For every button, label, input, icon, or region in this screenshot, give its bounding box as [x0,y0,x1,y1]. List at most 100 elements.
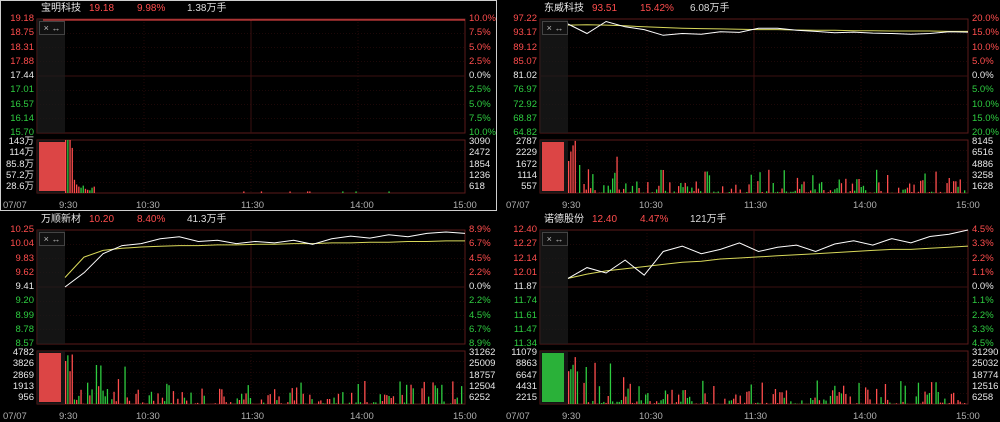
price-axis-label: 17.01 [10,84,34,96]
panel-controls[interactable]: × ↔ [39,21,65,35]
expand-arrows-icon[interactable]: ↔ [48,23,61,33]
volume-bar [67,140,69,193]
time-axis-label: 10:30 [136,200,160,211]
volume-bar [128,400,131,404]
volume-bar [939,402,942,404]
volume-bar [137,389,139,404]
volume-bar [957,400,959,404]
time-axis-label: 11:30 [241,200,265,211]
volume-bar [166,383,168,404]
percent-axis-label: 15.0% [972,112,999,124]
chart-canvas[interactable] [0,0,497,211]
chart-canvas[interactable] [503,211,1000,422]
volume-bar [280,403,282,404]
volume-bar [856,403,858,404]
chart-panel-p1[interactable]: 宝明科技 19.18 9.98% 1.38万手 19.18 18.75 18.31 17.88… [0,0,497,211]
volume-bar [755,403,757,404]
volume-bar [702,380,704,404]
volume-label: 1.38万手 [187,3,227,14]
volume-bar [601,403,603,404]
volume-axis-label: 1672 [515,158,537,170]
volume-bar [922,401,924,404]
volume-bar [634,403,636,404]
volume-bar [933,192,935,193]
volume-axis-label-right: 3090 [469,136,491,147]
chart-panel-p4[interactable]: 诺德股份 12.40 4.47% 121万手 12.40 12.27 12.14 12.01 1… [503,211,1000,422]
time-axis-label: 14:00 [853,411,877,422]
panel-controls[interactable]: × ↔ [542,232,568,246]
volume-bar [889,402,891,404]
volume-bar [456,397,458,404]
volume-bar [816,192,818,193]
chart-canvas[interactable] [503,0,1000,211]
volume-bar [680,183,682,193]
volume-bar [869,399,871,404]
volume-bar [695,181,697,193]
percent-axis-label: 0.0% [469,281,491,292]
volume-bar [746,192,748,193]
volume-bar [913,184,915,193]
volume-bar [583,184,585,193]
change-percent: 15.42% [640,3,674,14]
close-icon[interactable]: × [546,23,552,33]
volume-bar [441,384,443,404]
volume-bar [412,388,414,404]
chart-panel-p3[interactable]: 万顺新材 10.20 8.40% 41.3万手 10.25 10.04 9.83 9.62 9.… [0,211,497,422]
volume-bar [700,191,702,193]
volume-axis-label-right: 6252 [469,392,491,403]
price-axis-label: 12.01 [513,266,537,278]
volume-bar [450,403,452,404]
percent-axis-label: 1.1% [972,266,994,278]
volume-bar [836,188,838,193]
expand-arrows-icon[interactable]: ↔ [551,234,564,244]
volume-bar [329,399,331,404]
expand-arrows-icon[interactable]: ↔ [551,23,564,33]
percent-axis-label: 6.7% [469,238,491,250]
volume-bar [950,192,953,193]
volume-bar [223,396,225,404]
volume-bar [221,389,223,404]
volume-bar [289,191,291,193]
volume-bar [609,363,612,404]
time-axis-label: 07/07 [3,411,27,422]
volume-bar [697,188,700,193]
volume-bar [948,178,950,193]
volume-bar [876,388,878,404]
close-icon[interactable]: × [43,23,49,33]
panel-controls[interactable]: × ↔ [542,21,568,35]
volume-axis-label-right: 3258 [972,169,994,181]
price-axis-label: 8.78 [15,323,35,335]
volume-bar [225,402,227,404]
volume-bar [691,401,693,404]
close-icon[interactable]: × [546,234,552,244]
volume-bar [616,156,618,193]
volume-axis-label-right: 31290 [972,347,999,358]
volume-bar [902,401,904,404]
volume-bar [623,188,625,193]
volume-axis-label: 4782 [12,347,34,358]
volume-bar [796,177,799,193]
volume-axis-label: 2869 [12,369,34,381]
volume-bar [829,395,832,404]
volume-bar [142,402,144,404]
chart-canvas[interactable] [0,211,497,422]
expand-arrows-icon[interactable]: ↔ [48,234,61,244]
volume-bar [388,396,390,404]
volume-bar [706,171,708,193]
volume-bar [93,186,95,193]
volume-bar [647,393,649,404]
percent-axis-label: 5.0% [972,55,994,67]
volume-bar [359,402,362,404]
close-icon[interactable]: × [43,234,49,244]
volume-bar [311,399,313,404]
volume-bar [572,364,574,404]
chart-panel-p2[interactable]: 东威科技 93.51 15.42% 6.08万手 97.22 93.17 89.12 85.0… [503,0,1000,211]
volume-bar [302,393,304,404]
volume-bar [454,399,456,404]
volume-bar [757,181,759,193]
volume-axis-label-right: 618 [469,181,485,192]
percent-axis-label: 20.0% [972,127,999,138]
volume-axis-label-right: 31262 [469,347,496,358]
volume-bar [607,185,609,193]
panel-controls[interactable]: × ↔ [39,232,65,246]
